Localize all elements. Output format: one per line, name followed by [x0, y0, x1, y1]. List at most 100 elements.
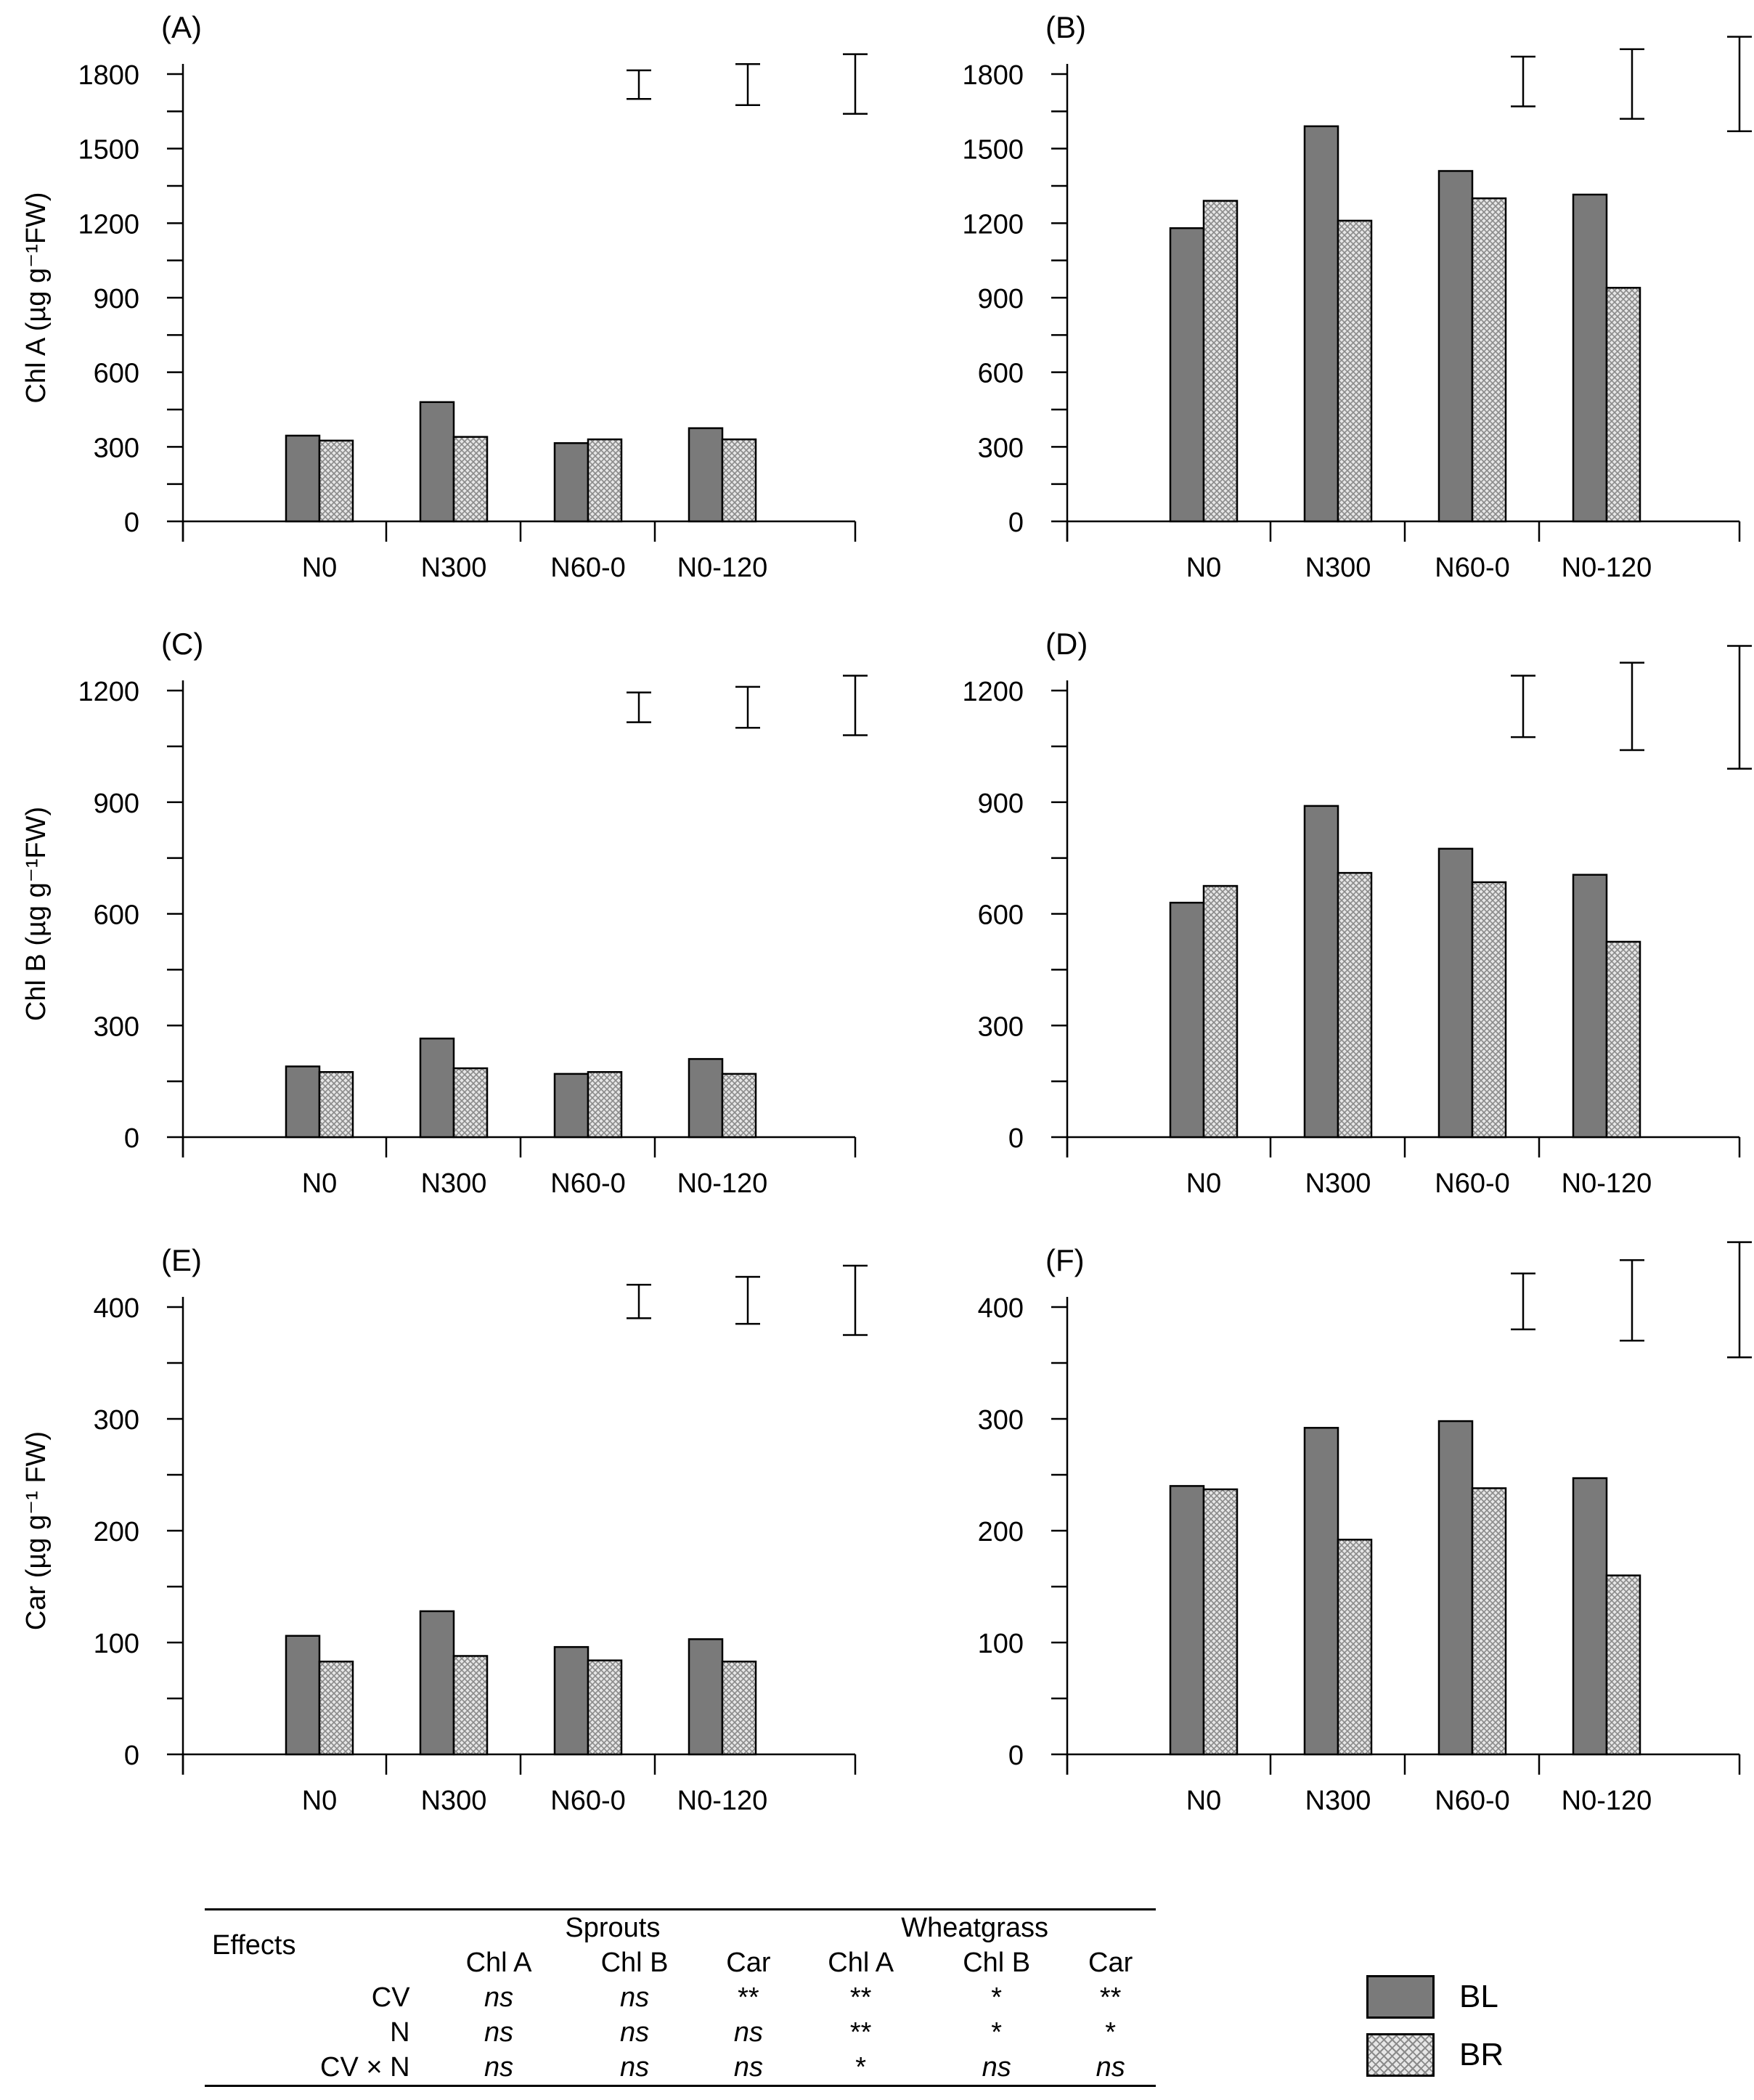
y-tick-label: 300 [94, 1405, 139, 1436]
lsd-error-bar [1620, 662, 1644, 752]
y-tick-label: 1200 [962, 209, 1024, 240]
bar-br [318, 439, 354, 523]
legend: BL BR [1366, 1971, 1504, 2087]
y-tick-label: 900 [978, 789, 1024, 819]
table-cell: * [991, 1982, 1003, 2013]
legend-label-bl: BL [1459, 1979, 1498, 2014]
legend-swatch-br [1366, 2033, 1435, 2077]
table-cell: ** [738, 1982, 759, 2013]
y-tick-label: 200 [94, 1517, 139, 1547]
bar-br [587, 1659, 623, 1756]
x-tick-label: N300 [421, 1786, 487, 1816]
x-tick-label: N60-0 [550, 1168, 626, 1199]
x-tick-label: N0-120 [1562, 1786, 1652, 1816]
lsd-error-bar [627, 1283, 651, 1319]
panel-label: (A) [161, 10, 202, 44]
lsd-error-bar [1620, 1259, 1644, 1342]
lsd-error-bar [843, 1264, 868, 1336]
table-cell: ns [619, 1982, 650, 2013]
y-tick-label: 0 [124, 1123, 139, 1154]
table-cell: * [991, 2016, 1003, 2048]
y-tick-label: 900 [978, 284, 1024, 314]
bar-bl [1169, 901, 1205, 1139]
y-tick-label: 600 [94, 359, 139, 389]
table-cell: ns [928, 2050, 1066, 2087]
bar-bl [553, 1073, 590, 1139]
lsd-error-bar [1727, 1241, 1752, 1359]
bar-bl [1437, 1420, 1474, 1756]
y-tick-label: 1200 [962, 677, 1024, 707]
anova-table: Effects Sprouts Wheatgrass Chl A Chl B C… [205, 1908, 1156, 2087]
y-tick-label: 400 [978, 1293, 1024, 1324]
chart-panel: 0 100 200 300 400 N0 N300 N60-0 N0-120 (F) [978, 1241, 1752, 1816]
bar-bl [688, 1638, 724, 1756]
bar-br [1471, 197, 1507, 523]
table-cell: ns [484, 1982, 514, 2013]
lsd-error-bar [843, 675, 868, 736]
table-cell: ns [1065, 2050, 1156, 2087]
y-tick-label: 200 [978, 1517, 1024, 1547]
table-cell: * [1105, 2016, 1117, 2048]
legend-item-br: BR [1366, 2029, 1504, 2081]
table-cell: ns [619, 2016, 650, 2048]
y-axis-label: Chl A (µg g⁻¹FW) [21, 192, 52, 403]
bar-br [1202, 1488, 1239, 1756]
bar-br [452, 1067, 489, 1139]
bar-bl [1303, 125, 1339, 523]
lsd-error-bar [735, 63, 760, 107]
y-tick-label: 300 [978, 1012, 1024, 1042]
column-header: Chl B [600, 1947, 669, 1978]
x-tick-label: N60-0 [1435, 1168, 1510, 1199]
lsd-error-bar [1727, 36, 1752, 132]
row-label: CV [371, 1982, 410, 2013]
y-tick-label: 400 [94, 1293, 139, 1324]
bar-bl [419, 1610, 455, 1756]
bar-br [1337, 1539, 1373, 1756]
bar-br [1202, 884, 1239, 1139]
bar-bl [688, 1058, 724, 1139]
bar-br [587, 1071, 623, 1139]
y-tick-label: 0 [1008, 508, 1024, 538]
x-tick-label: N0 [302, 1168, 338, 1199]
table-row: CV × N ns ns ns * ns ns [205, 2050, 1156, 2087]
bar-bl [1572, 193, 1608, 523]
x-tick-label: N0 [302, 553, 338, 583]
chart-panel: 0 300 600 900 1200 1500 1800 N0 N300 N60-0 N0-120 (… [962, 10, 1752, 583]
y-tick-label: 0 [1008, 1123, 1024, 1154]
bar-br [1605, 287, 1641, 523]
lsd-error-bar [843, 53, 868, 115]
bar-br [721, 438, 757, 523]
x-tick-label: N0-120 [677, 1168, 768, 1199]
legend-swatch-bl [1366, 1975, 1435, 2019]
panel-label: (D) [1045, 627, 1088, 661]
bar-bl [419, 401, 455, 523]
bar-br [1605, 940, 1641, 1139]
sprouts-header: Sprouts [431, 1908, 794, 1945]
table-row: CV ns ns ** ** * ** [205, 1980, 1156, 2015]
y-tick-label: 300 [94, 1012, 139, 1042]
row-label: N [390, 2016, 410, 2048]
bar-br [318, 1660, 354, 1756]
lsd-error-bar [1511, 1272, 1535, 1331]
y-tick-label: 0 [1008, 1741, 1024, 1771]
y-tick-label: 600 [978, 359, 1024, 389]
chart-figure: 0 300 600 900 1200 1500 1800 N0 N300 N60-0 N0-120 (… [21, 10, 1752, 1816]
y-tick-label: 100 [94, 1629, 139, 1659]
x-tick-label: N300 [1305, 1786, 1371, 1816]
x-tick-label: N0-120 [677, 553, 768, 583]
row-label: CV × N [205, 2050, 432, 2087]
y-tick-label: 900 [94, 284, 139, 314]
column-header: Chl A [465, 1947, 532, 1978]
panel-label: (F) [1045, 1243, 1085, 1277]
bar-br [721, 1073, 757, 1139]
bar-bl [1437, 847, 1474, 1139]
column-header: Chl A [828, 1947, 894, 1978]
x-tick-label: N0 [1186, 1168, 1222, 1199]
table-cell: ns [566, 2050, 703, 2087]
y-tick-label: 0 [124, 1741, 139, 1771]
bar-bl [1303, 1427, 1339, 1756]
y-tick-label: 300 [94, 433, 139, 463]
bar-br [318, 1071, 354, 1139]
y-tick-label: 1800 [962, 60, 1024, 91]
bar-bl [285, 1065, 321, 1139]
